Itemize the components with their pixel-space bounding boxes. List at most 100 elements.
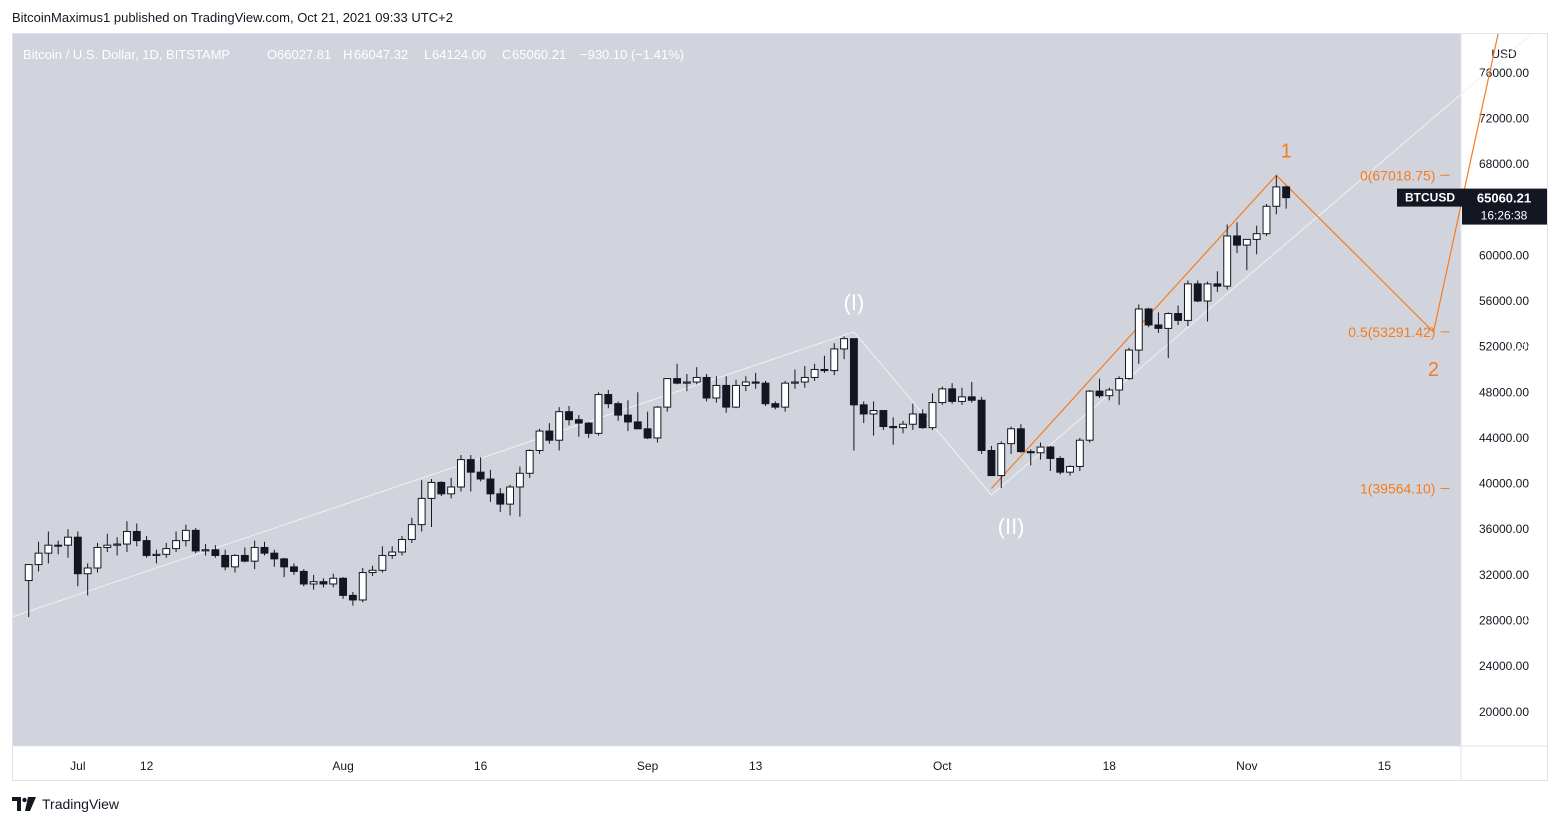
candle-body xyxy=(712,384,721,399)
candle-up xyxy=(958,387,966,405)
candle-up xyxy=(555,407,564,451)
price-tick-label: 48000.00 xyxy=(1479,385,1529,399)
candle-body xyxy=(73,536,82,575)
candle-body xyxy=(132,530,141,542)
candle-body xyxy=(682,381,691,384)
wave-label: (I) xyxy=(844,290,865,315)
candle-up xyxy=(1075,437,1084,472)
candle-body xyxy=(486,478,495,495)
candle-body xyxy=(506,486,515,505)
candle-up xyxy=(781,380,790,412)
candle-up xyxy=(1164,312,1173,359)
candle-down xyxy=(466,455,475,492)
candle-body xyxy=(1125,349,1133,380)
candle-body xyxy=(309,581,318,585)
candle-up xyxy=(810,363,819,381)
candle-up xyxy=(791,369,799,389)
candle-up xyxy=(24,564,33,618)
candle-down xyxy=(221,549,230,571)
price-tick-label: 24000.00 xyxy=(1479,659,1529,673)
candle-body xyxy=(24,564,33,582)
candle-down xyxy=(633,392,642,430)
candle-down xyxy=(751,372,760,389)
price-tick-label: 56000.00 xyxy=(1479,294,1529,308)
candle-body xyxy=(751,381,760,384)
price-tick-label: 40000.00 xyxy=(1479,477,1529,491)
candle-body xyxy=(673,378,682,384)
candle-body xyxy=(997,443,1006,477)
candle-down xyxy=(319,578,328,588)
candle-down xyxy=(132,523,141,547)
candle-down xyxy=(849,338,858,451)
candle-body xyxy=(299,570,308,585)
chart-title: Bitcoin / U.S. Dollar, 1D, BITSTAMP xyxy=(23,47,230,62)
candle-body xyxy=(771,403,780,408)
candle-up xyxy=(1183,280,1192,327)
candle-body xyxy=(378,554,387,571)
price-tick-label: 60000.00 xyxy=(1479,248,1529,262)
candle-body xyxy=(535,430,544,451)
time-tick-label: Aug xyxy=(332,759,353,773)
candle-body xyxy=(555,411,564,441)
ohlc-change: −930.10 (−1.41%) xyxy=(580,47,684,62)
candle-body xyxy=(967,396,976,401)
candle-body xyxy=(339,577,348,596)
candle-up xyxy=(457,455,465,492)
candle-body xyxy=(211,549,220,556)
candle-up xyxy=(692,367,701,385)
candle-down xyxy=(565,405,573,426)
candle-body xyxy=(1085,390,1094,441)
candle-body xyxy=(1046,446,1055,459)
candle-down xyxy=(73,531,82,587)
candle-up xyxy=(93,542,102,573)
candle-body xyxy=(1134,308,1143,351)
candle-down xyxy=(496,488,505,513)
candlestick-chart[interactable]: Bitcoin / U.S. Dollar, 1D, BITSTAMP O 66… xyxy=(13,34,1547,780)
candle-body xyxy=(889,426,898,429)
ohlc-low: 64124.00 xyxy=(432,47,486,62)
candle-down xyxy=(437,481,446,497)
candle-up xyxy=(152,549,161,564)
candle-down xyxy=(771,401,780,410)
publish-header: BitcoinMaximus1 published on TradingView… xyxy=(12,10,453,25)
candle-up xyxy=(515,466,524,517)
candle-body xyxy=(1282,186,1291,199)
fib-levels: 0(67018.75) 0.5(53291.42) 1(39564.10) 0(668… xyxy=(1348,167,1547,624)
candle-up xyxy=(928,393,937,430)
candle-down xyxy=(348,591,357,606)
candle-down xyxy=(604,390,613,409)
candle-down xyxy=(1282,185,1291,209)
candle-up xyxy=(1085,390,1094,443)
currency-label: USD xyxy=(1491,47,1517,61)
candle-up xyxy=(830,343,839,376)
candle-body xyxy=(1075,439,1084,467)
candle-up xyxy=(653,405,662,443)
chart-frame[interactable]: Bitcoin / U.S. Dollar, 1D, BITSTAMP O 66… xyxy=(12,33,1548,781)
price-tick-label: 20000.00 xyxy=(1479,705,1529,719)
candle-down xyxy=(1046,445,1055,472)
time-axis[interactable]: Jul 12 Aug 16 Sep 13 Oct 18 Nov 15 xyxy=(70,759,1391,773)
candle-body xyxy=(899,423,907,429)
candle-up xyxy=(1252,225,1261,255)
candle-down xyxy=(574,415,583,437)
candle-down xyxy=(1154,312,1163,333)
candle-down xyxy=(820,355,829,373)
candle-body xyxy=(515,472,524,488)
candle-body xyxy=(624,414,632,423)
candle-up xyxy=(800,366,809,388)
candle-body xyxy=(1183,283,1192,321)
candle-body xyxy=(918,413,927,429)
candle-down xyxy=(240,547,249,563)
time-tick-label: 18 xyxy=(1103,759,1117,773)
candle-down xyxy=(859,401,868,424)
candle-body xyxy=(181,529,190,542)
candle-body xyxy=(83,567,92,575)
candle-down xyxy=(643,411,652,440)
fib-white-label: 0(66883.51) xyxy=(1521,169,1547,185)
candle-up xyxy=(368,565,377,576)
publish-info: BitcoinMaximus1 published on TradingView… xyxy=(12,10,453,25)
candle-body xyxy=(280,558,289,568)
candle-up xyxy=(741,376,750,392)
candle-down xyxy=(722,376,731,413)
candle-body xyxy=(614,403,623,416)
